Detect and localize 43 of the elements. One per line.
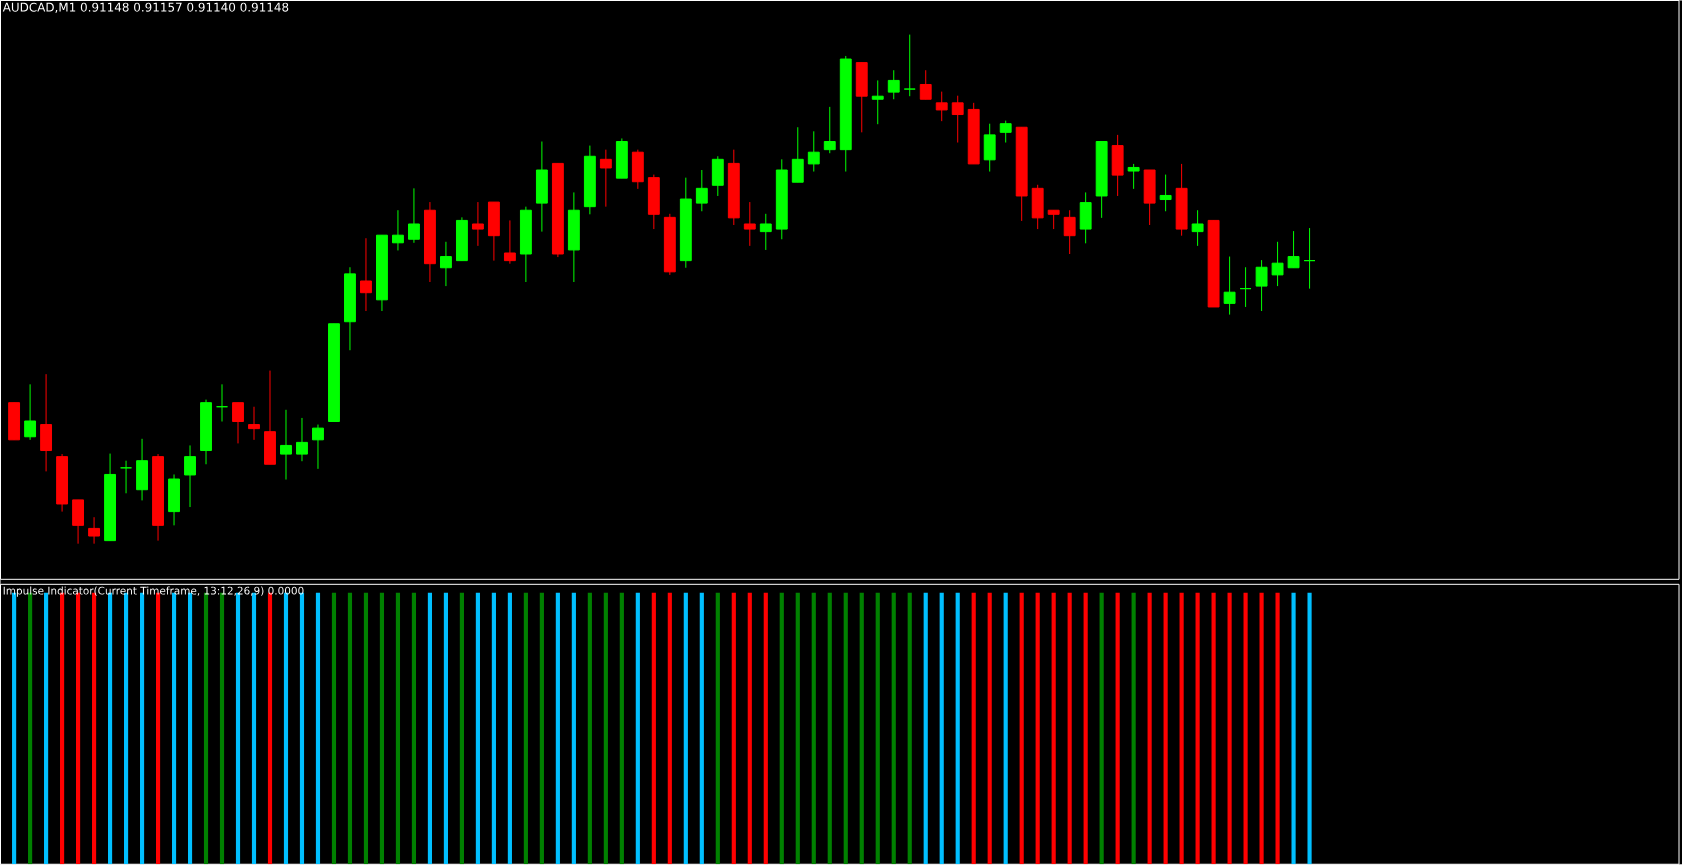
candlestick xyxy=(1287,230,1300,269)
candlestick xyxy=(1127,163,1140,190)
candlestick xyxy=(1047,209,1060,230)
candlestick xyxy=(999,120,1012,144)
candlestick xyxy=(296,417,308,462)
candlestick xyxy=(184,445,196,508)
candlestick xyxy=(871,80,884,125)
candlestick xyxy=(807,130,820,173)
candlestick xyxy=(823,106,836,154)
candlestick xyxy=(216,383,228,423)
candlestick xyxy=(791,126,804,183)
candlestick xyxy=(88,516,101,545)
candlestick xyxy=(935,91,948,122)
candlestick xyxy=(120,460,132,494)
candlestick xyxy=(1159,174,1172,212)
candlestick xyxy=(392,209,404,252)
candlestick xyxy=(1239,266,1252,308)
candlestick xyxy=(471,201,484,247)
candlestick xyxy=(903,34,916,97)
candlestick xyxy=(248,406,260,441)
candlestick xyxy=(503,220,516,265)
candlestick xyxy=(280,409,292,481)
candlestick xyxy=(1271,241,1284,287)
candlestick xyxy=(919,69,932,100)
candlestick xyxy=(439,241,452,287)
candlestick xyxy=(232,402,244,445)
candlestick xyxy=(743,201,756,247)
candlestick xyxy=(951,95,964,144)
candlestick xyxy=(887,69,900,100)
candlestick xyxy=(312,424,324,470)
candlestick xyxy=(408,187,420,244)
candlestick xyxy=(759,213,772,251)
candlestick xyxy=(1063,209,1076,255)
candlestick xyxy=(695,169,708,212)
candlestick xyxy=(1191,209,1204,247)
candlestick xyxy=(599,149,612,208)
chart-title: Impulse Indicator(Current Timeframe, 13:12,26,9) 0.0000 xyxy=(3,586,304,597)
candlestick xyxy=(1303,227,1316,290)
candlestick xyxy=(24,383,37,441)
candlestick xyxy=(1255,259,1268,312)
chart-title: AUDCAD,M1 0.91148 0.91157 0.91140 0.91148 xyxy=(2,2,289,14)
candlestick xyxy=(360,237,372,312)
candlestick xyxy=(1223,256,1236,316)
